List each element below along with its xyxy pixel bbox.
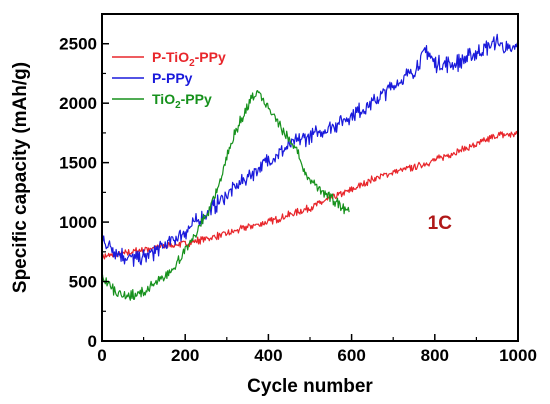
x-tick-label: 600 — [337, 346, 365, 365]
legend-text-part: P-TiO — [152, 49, 189, 65]
x-tick-label: 800 — [421, 346, 449, 365]
x-tick-label: 400 — [254, 346, 282, 365]
legend-text-part: P-PPy — [152, 70, 193, 86]
y-tick-label: 2500 — [59, 35, 97, 54]
y-tick-label: 1500 — [59, 154, 97, 173]
legend-entry: TiO2-PPy — [152, 91, 212, 111]
y-tick-label: 1000 — [59, 213, 97, 232]
series-line — [101, 130, 519, 260]
legend-text-part: -PPy — [181, 91, 212, 107]
legend-subscript: 2 — [175, 100, 181, 111]
legend-subscript: 2 — [189, 58, 195, 69]
x-tick-label: 0 — [97, 346, 106, 365]
x-axis-title: Cycle number — [247, 376, 373, 397]
legend-entry: P-TiO2-PPy — [152, 49, 226, 69]
series-line — [101, 89, 350, 301]
x-tick-label: 1000 — [499, 346, 537, 365]
x-tick-label: 200 — [171, 346, 199, 365]
legend-text-part: -PPy — [195, 49, 226, 65]
x-axis: 0 200 400 600 800 1000 — [97, 334, 537, 365]
y-axis: 0 500 1000 1500 2000 2500 — [59, 35, 109, 351]
y-tick-label: 500 — [69, 273, 97, 292]
series-lines — [101, 33, 519, 301]
y-tick-label: 2000 — [59, 94, 97, 113]
series-line — [101, 33, 519, 267]
legend-text-part: TiO — [152, 91, 175, 107]
legend-entry: P-PPy — [152, 70, 193, 86]
rate-annotation: 1C — [428, 213, 453, 234]
y-tick-label: 0 — [88, 332, 97, 351]
y-axis-title: Specific capacity (mAh/g) — [10, 62, 31, 293]
